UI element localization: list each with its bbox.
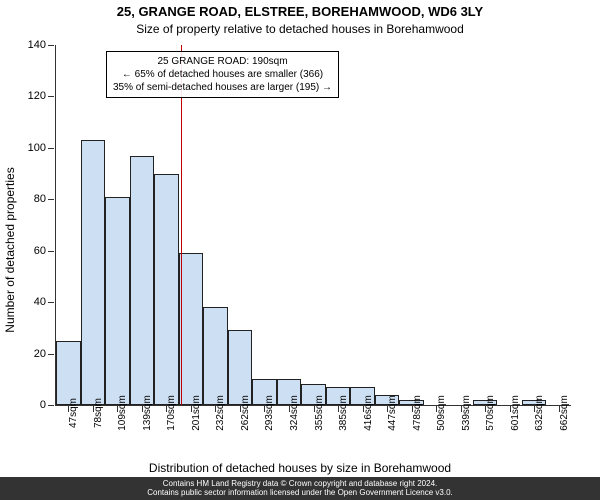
y-tick <box>48 251 54 252</box>
x-tick-label: 478sqm <box>412 395 423 431</box>
annotation-line-3: 35% of semi-detached houses are larger (… <box>113 81 332 94</box>
x-tick-label: 170sqm <box>166 395 177 431</box>
x-tick-label: 324sqm <box>289 395 300 431</box>
histogram-bar <box>228 330 253 405</box>
annotation-line-1: 25 GRANGE ROAD: 190sqm <box>113 55 332 68</box>
histogram-bar <box>81 140 106 405</box>
page-subtitle: Size of property relative to detached ho… <box>0 22 600 36</box>
page-title: 25, GRANGE ROAD, ELSTREE, BOREHAMWOOD, W… <box>0 4 600 19</box>
x-tick-label: 355sqm <box>314 395 325 431</box>
y-tick <box>48 354 54 355</box>
annotation-box: 25 GRANGE ROAD: 190sqm← 65% of detached … <box>106 51 339 98</box>
annotation-line-2: ← 65% of detached houses are smaller (36… <box>113 68 332 81</box>
histogram-chart: 02040608010012014047sqm78sqm109sqm139sqm… <box>55 45 571 406</box>
x-tick-label: 385sqm <box>338 395 349 431</box>
x-tick-label: 570sqm <box>485 395 496 431</box>
y-tick-label: 80 <box>34 193 46 205</box>
x-tick-label: 232sqm <box>215 395 226 431</box>
x-tick-label: 662sqm <box>559 395 570 431</box>
footer-line-1: Contains HM Land Registry data © Crown c… <box>0 479 600 489</box>
x-tick-label: 201sqm <box>191 395 202 431</box>
reference-line <box>181 45 182 405</box>
y-axis-label: Number of detached properties <box>3 167 17 332</box>
x-tick-label: 416sqm <box>363 395 374 431</box>
x-tick-label: 539sqm <box>461 395 472 431</box>
x-tick-label: 78sqm <box>93 398 104 428</box>
x-tick-label: 262sqm <box>240 395 251 431</box>
x-tick-label: 632sqm <box>534 395 545 431</box>
x-axis-label: Distribution of detached houses by size … <box>0 461 600 475</box>
x-tick-label: 109sqm <box>117 395 128 431</box>
x-tick-label: 293sqm <box>264 395 275 431</box>
x-tick-label: 47sqm <box>68 398 79 428</box>
y-tick <box>48 96 54 97</box>
y-tick <box>48 45 54 46</box>
histogram-bar <box>154 174 179 405</box>
y-tick-label: 100 <box>28 142 46 154</box>
histogram-bar <box>179 253 204 405</box>
histogram-bar <box>105 197 130 405</box>
y-tick <box>48 302 54 303</box>
y-tick-label: 140 <box>28 39 46 51</box>
y-tick-label: 0 <box>40 399 46 411</box>
x-tick-label: 447sqm <box>387 395 398 431</box>
y-tick-label: 120 <box>28 90 46 102</box>
x-tick-label: 509sqm <box>436 395 447 431</box>
y-tick-label: 40 <box>34 296 46 308</box>
footer-line-2: Contains public sector information licen… <box>0 488 600 498</box>
y-tick <box>48 199 54 200</box>
y-tick <box>48 148 54 149</box>
copyright-footer: Contains HM Land Registry data © Crown c… <box>0 477 600 500</box>
y-tick-label: 60 <box>34 245 46 257</box>
y-tick <box>48 405 54 406</box>
histogram-bar <box>130 156 155 405</box>
histogram-bar <box>56 341 81 405</box>
y-tick-label: 20 <box>34 348 46 360</box>
x-tick-label: 601sqm <box>510 395 521 431</box>
histogram-bar <box>203 307 228 405</box>
x-tick-label: 139sqm <box>142 395 153 431</box>
